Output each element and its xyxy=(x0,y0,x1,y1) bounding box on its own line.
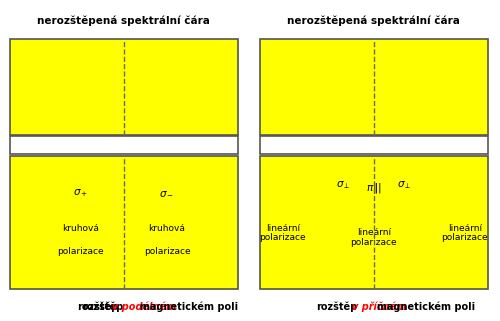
Text: rozštěp: rozštěp xyxy=(82,301,124,312)
Text: polarizace: polarizace xyxy=(260,233,306,242)
Text: $\pi\||$: $\pi\||$ xyxy=(366,181,382,195)
Text: polarizace: polarizace xyxy=(57,247,104,256)
Text: polarizace: polarizace xyxy=(144,247,190,256)
Text: rozštěp: rozštěp xyxy=(316,301,358,312)
Text: lineární: lineární xyxy=(448,224,482,233)
Text: nerozštěpená spektrální čára: nerozštěpená spektrální čára xyxy=(38,16,210,26)
Text: polarizace: polarizace xyxy=(350,238,397,247)
Text: v podélném: v podélném xyxy=(112,301,176,312)
Text: $\sigma_+$: $\sigma_+$ xyxy=(73,187,88,199)
Text: magnetickém poli: magnetickém poli xyxy=(140,301,238,312)
Text: v příčném: v příčném xyxy=(352,301,406,312)
Text: kruhová: kruhová xyxy=(62,224,99,233)
Text: $\sigma_-$: $\sigma_-$ xyxy=(160,188,174,198)
Text: polarizace: polarizace xyxy=(442,233,488,242)
Text: magnetickém poli: magnetickém poli xyxy=(377,301,476,312)
Text: lineární: lineární xyxy=(356,229,391,238)
Text: $\sigma_\perp$: $\sigma_\perp$ xyxy=(336,179,351,191)
Text: lineární: lineární xyxy=(266,224,300,233)
Text: kruhová: kruhová xyxy=(148,224,186,233)
Text: nerozštěpená spektrální čára: nerozštěpená spektrální čára xyxy=(288,16,460,26)
Text: $\sigma_\perp$: $\sigma_\perp$ xyxy=(396,179,411,191)
Text: rozštěp: rozštěp xyxy=(78,301,119,312)
